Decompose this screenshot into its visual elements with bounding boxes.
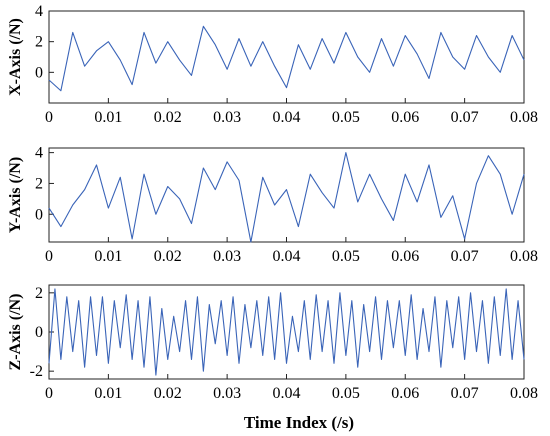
x-tick-label: 0.05 <box>332 109 360 126</box>
x-ticks: 0 0.01 0.02 0.03 0.04 0.05 0.06 0.07 0.08 <box>45 98 538 126</box>
x-tick-label: 0.08 <box>510 248 538 265</box>
series-line <box>48 152 525 243</box>
series-line <box>48 288 525 376</box>
y-tick-label: 4 <box>35 145 43 162</box>
x-tick-label: 0.07 <box>451 385 479 402</box>
plot-frame <box>48 284 525 380</box>
x-ticks: 0 0.01 0.02 0.03 0.04 0.05 0.06 0.07 0.08 <box>45 374 538 402</box>
y-axis-label: Z-Axis (/N) <box>7 294 24 371</box>
panel-z-axis: -202 0 0.01 0.02 0.03 0.04 0.05 0.06 0.07 0.08 Z… <box>7 284 538 402</box>
y-tick-label: 0 <box>35 324 43 341</box>
x-tick-label: 0.04 <box>273 248 301 265</box>
x-tick-label: 0.02 <box>154 385 182 402</box>
x-ticks: 0 0.01 0.02 0.03 0.04 0.05 0.06 0.07 0.08 <box>45 237 538 265</box>
x-tick-label: 0.07 <box>451 109 479 126</box>
x-axis-label: Time Index (/s) <box>244 413 354 432</box>
y-tick-label: 0 <box>35 64 43 81</box>
x-tick-label: 0.06 <box>391 385 419 402</box>
y-tick-label: 2 <box>35 34 43 51</box>
y-axis-label: X-Axis (/N) <box>7 18 24 96</box>
x-tick-label: 0.05 <box>332 248 360 265</box>
x-tick-label: 0.05 <box>332 385 360 402</box>
series-line <box>48 25 525 92</box>
y-tick-label: 4 <box>35 3 43 20</box>
x-tick-label: 0.03 <box>213 109 241 126</box>
x-tick-label: 0.01 <box>94 385 122 402</box>
x-tick-label: 0.02 <box>154 248 182 265</box>
x-tick-label: 0.04 <box>273 385 301 402</box>
x-tick-label: 0.08 <box>510 385 538 402</box>
y-tick-label: -2 <box>30 363 43 380</box>
x-tick-label: 0.07 <box>451 248 479 265</box>
panel-x-axis: 0 2 4 0 0.01 0.02 0.03 0.04 0.05 0.06 0.07 0.08 X-… <box>7 3 538 126</box>
x-tick-label: 0.04 <box>273 109 301 126</box>
x-tick-label: 0 <box>45 385 53 402</box>
y-ticks: -2 0 2 <box>30 285 54 380</box>
y-tick-label: 0 <box>35 206 43 223</box>
x-tick-label: 0.02 <box>154 109 182 126</box>
x-tick-label: 0 <box>45 109 53 126</box>
x-tick-label: 0.01 <box>94 248 122 265</box>
plot-frame <box>48 147 525 243</box>
y-axis-label: Y-Axis (/N) <box>7 157 24 233</box>
y-ticks: 0 2 4 <box>35 3 54 81</box>
x-tick-label: 0.06 <box>391 248 419 265</box>
panel-y-axis: 0 2 4 0 0.01 0.02 0.03 0.04 0.05 0.06 0.07 0.08 Y-… <box>7 145 538 265</box>
y-tick-label: 2 <box>35 175 43 192</box>
x-tick-label: 0.06 <box>391 109 419 126</box>
x-tick-label: 0 <box>45 248 53 265</box>
y-tick-label: 2 <box>35 285 43 302</box>
x-tick-label: 0.08 <box>510 109 538 126</box>
x-tick-label: 0.03 <box>213 385 241 402</box>
x-tick-label: 0.01 <box>94 109 122 126</box>
x-tick-label: 0.03 <box>213 248 241 265</box>
